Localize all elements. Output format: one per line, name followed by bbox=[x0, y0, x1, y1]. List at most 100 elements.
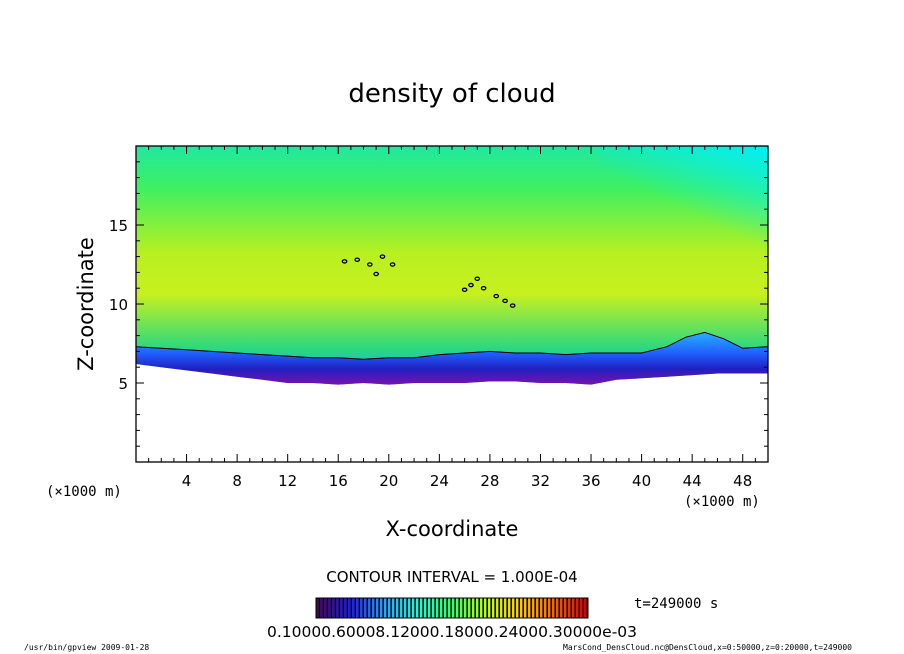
colorbar-divider bbox=[410, 598, 412, 618]
colorbar-divider bbox=[558, 598, 560, 618]
colorbar-divider bbox=[402, 598, 404, 618]
colorbar-swatch bbox=[348, 598, 351, 618]
contour-blob bbox=[341, 259, 348, 264]
x-tick-label: 24 bbox=[430, 472, 449, 490]
colorbar-divider bbox=[570, 598, 572, 618]
colorbar-swatch bbox=[360, 598, 363, 618]
colorbar-swatch bbox=[576, 598, 579, 618]
colorbar-swatch bbox=[572, 598, 575, 618]
colorbar-divider bbox=[350, 598, 352, 618]
colorbar-tick-labels: 0.10000.60008.12000.18000.24000.30000e-0… bbox=[267, 623, 637, 641]
colorbar-divider bbox=[538, 598, 540, 618]
colorbar-swatch bbox=[452, 598, 455, 618]
colorbar-swatch bbox=[380, 598, 383, 618]
x-tick-label: 4 bbox=[182, 472, 192, 490]
colorbar-divider bbox=[342, 598, 344, 618]
colorbar-divider bbox=[418, 598, 420, 618]
colorbar-swatch bbox=[468, 598, 471, 618]
colorbar-divider bbox=[554, 598, 556, 618]
x-tick-label: 16 bbox=[329, 472, 348, 490]
colorbar-swatch bbox=[396, 598, 399, 618]
colorbar-swatch bbox=[512, 598, 515, 618]
annotation-left: /usr/bin/gpview 2009-01-28 bbox=[24, 643, 149, 652]
colorbar-swatch bbox=[320, 598, 323, 618]
colorbar-swatch bbox=[504, 598, 507, 618]
colorbar-divider bbox=[458, 598, 460, 618]
time-label: t=249000 s bbox=[634, 596, 718, 612]
colorbar-divider bbox=[322, 598, 324, 618]
colorbar-swatch bbox=[316, 598, 319, 618]
colorbar-frame bbox=[315, 597, 589, 619]
colorbar-divider bbox=[574, 598, 576, 618]
x-tick-label: 32 bbox=[531, 472, 550, 490]
colorbar-divider bbox=[550, 598, 552, 618]
colorbar-divider bbox=[426, 598, 428, 618]
colorbar-swatch bbox=[376, 598, 379, 618]
colorbar-swatch bbox=[488, 598, 491, 618]
colorbar-swatch bbox=[448, 598, 451, 618]
colorbar-swatch bbox=[412, 598, 415, 618]
colorbar-swatch bbox=[424, 598, 427, 618]
colorbar-divider bbox=[362, 598, 364, 618]
colorbar-divider bbox=[494, 598, 496, 618]
colorbar-swatch bbox=[536, 598, 539, 618]
colorbar-divider bbox=[482, 598, 484, 618]
colorbar-divider bbox=[578, 598, 580, 618]
colorbar-divider bbox=[506, 598, 508, 618]
colorbar-swatch bbox=[548, 598, 551, 618]
contour-blob bbox=[389, 262, 396, 267]
colorbar-divider bbox=[470, 598, 472, 618]
colorbar-divider bbox=[378, 598, 380, 618]
colorbar-divider bbox=[354, 598, 356, 618]
colorbar-swatch bbox=[368, 598, 371, 618]
colorbar-swatch bbox=[520, 598, 523, 618]
colorbar-divider bbox=[518, 598, 520, 618]
colorbar-swatch bbox=[508, 598, 511, 618]
colorbar-swatch bbox=[428, 598, 431, 618]
contour-blob bbox=[474, 276, 481, 281]
colorbar-swatch bbox=[336, 598, 339, 618]
colorbar-divider bbox=[586, 598, 588, 618]
colorbar-swatch bbox=[388, 598, 391, 618]
colorbar-swatch bbox=[364, 598, 367, 618]
colorbar-divider bbox=[446, 598, 448, 618]
chart-title: density of cloud bbox=[348, 79, 555, 109]
colorbar-swatch bbox=[404, 598, 407, 618]
colorbar-swatch bbox=[584, 598, 587, 618]
colorbar-divider bbox=[366, 598, 368, 618]
contour-blob bbox=[373, 271, 380, 277]
colorbar-swatch bbox=[408, 598, 411, 618]
colorbar-divider bbox=[498, 598, 500, 618]
colorbar-divider bbox=[582, 598, 584, 618]
colorbar-divider bbox=[370, 598, 372, 618]
colorbar-divider bbox=[486, 598, 488, 618]
x-tick-label: 48 bbox=[733, 472, 752, 490]
colorbar-divider bbox=[526, 598, 528, 618]
colorbar-divider bbox=[326, 598, 328, 618]
y-tick-label: 10 bbox=[109, 296, 128, 314]
x-tick-label: 28 bbox=[480, 472, 499, 490]
colorbar-swatch bbox=[540, 598, 543, 618]
colorbar-divider bbox=[374, 598, 376, 618]
contour-blob bbox=[480, 285, 487, 291]
colorbar-divider bbox=[454, 598, 456, 618]
colorbar-swatch bbox=[416, 598, 419, 618]
colorbar-divider bbox=[502, 598, 504, 618]
colorbar-divider bbox=[394, 598, 396, 618]
colorbar bbox=[316, 598, 588, 618]
contour-blob bbox=[502, 298, 508, 304]
contour-interval-label: CONTOUR INTERVAL = 1.000E-04 bbox=[326, 568, 577, 586]
colorbar-divider bbox=[358, 598, 360, 618]
colorbar-swatch bbox=[580, 598, 583, 618]
colorbar-swatch bbox=[464, 598, 467, 618]
colorbar-swatch bbox=[532, 598, 535, 618]
colorbar-divider bbox=[530, 598, 532, 618]
colorbar-divider bbox=[382, 598, 384, 618]
colorbar-divider bbox=[490, 598, 492, 618]
x-tick-label: 40 bbox=[632, 472, 651, 490]
colorbar-divider bbox=[386, 598, 388, 618]
colorbar-divider bbox=[346, 598, 348, 618]
colorbar-swatch bbox=[420, 598, 423, 618]
colorbar-swatch bbox=[556, 598, 559, 618]
